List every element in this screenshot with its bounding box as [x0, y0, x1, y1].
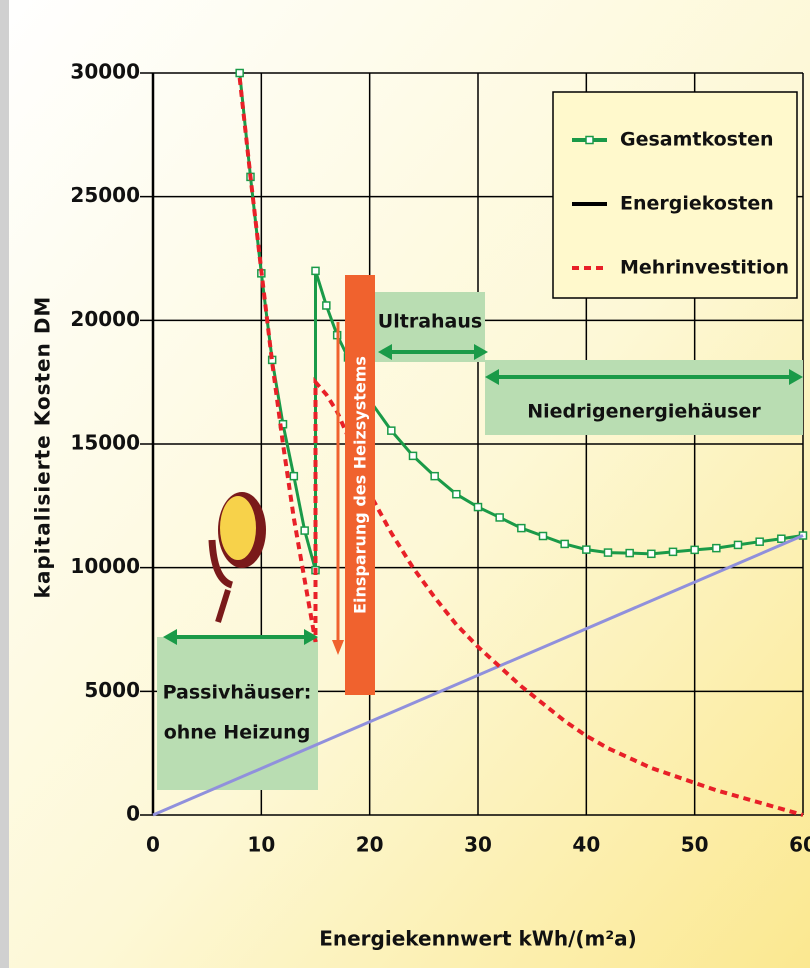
point-marker — [626, 550, 633, 557]
point-marker — [290, 473, 297, 480]
point-marker — [388, 427, 395, 434]
point-marker — [605, 549, 612, 556]
point-marker — [410, 452, 417, 459]
point-marker — [778, 535, 785, 542]
point-marker — [756, 538, 763, 545]
point-marker — [301, 527, 308, 534]
x-axis-label: Energiekennwert kWh/(m²a) — [319, 927, 637, 951]
y-tick-label: 20000 — [70, 307, 140, 331]
point-marker — [540, 533, 547, 540]
point-marker — [453, 491, 460, 498]
point-marker — [583, 546, 590, 553]
legend-label: Energiekosten — [620, 193, 774, 215]
point-marker — [518, 525, 525, 532]
annotation: ohne Heizung — [164, 722, 311, 744]
point-marker — [735, 541, 742, 548]
passiv-box — [157, 637, 318, 790]
annotation: Einsparung des Heizsystems — [351, 356, 370, 614]
point-marker — [496, 514, 503, 521]
point-marker — [323, 302, 330, 309]
y-tick-label: 5000 — [84, 678, 140, 702]
legend-label: Mehrinvestition — [620, 257, 789, 279]
x-tick-label: 50 — [681, 833, 709, 857]
x-tick-label: 30 — [464, 833, 492, 857]
x-tick-label: 20 — [356, 833, 384, 857]
legend-label: Gesamtkosten — [620, 129, 773, 151]
y-tick-label: 15000 — [70, 431, 140, 455]
point-marker — [713, 545, 720, 552]
point-marker — [691, 546, 698, 553]
y-tick-label: 30000 — [70, 60, 140, 84]
x-tick-label: 0 — [146, 833, 160, 857]
y-axis-label: kapitalisierte Kosten DM — [31, 296, 55, 599]
point-marker — [670, 548, 677, 555]
annotation: Niedrigenergiehäuser — [527, 401, 761, 423]
point-marker — [648, 550, 655, 557]
point-marker — [561, 540, 568, 547]
chart: Ultrahaus Niedrigenergiehäuser Passivhäu… — [0, 0, 810, 968]
legend-marker — [586, 137, 593, 144]
annotation: Passivhäuser: — [163, 682, 312, 704]
left-border — [0, 0, 9, 968]
y-tick-label: 0 — [126, 802, 140, 826]
point-marker — [236, 70, 243, 77]
x-tick-label: 60 — [789, 833, 810, 857]
point-marker — [431, 473, 438, 480]
x-tick-label: 40 — [572, 833, 600, 857]
y-tick-label: 25000 — [70, 183, 140, 207]
niedrig-box — [485, 360, 803, 435]
point-marker — [475, 504, 482, 511]
x-tick-label: 10 — [247, 833, 275, 857]
point-marker — [312, 267, 319, 274]
annotation: Ultrahaus — [378, 311, 482, 333]
y-tick-label: 10000 — [70, 554, 140, 578]
